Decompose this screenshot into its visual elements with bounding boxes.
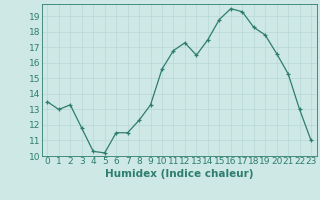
- X-axis label: Humidex (Indice chaleur): Humidex (Indice chaleur): [105, 169, 253, 179]
